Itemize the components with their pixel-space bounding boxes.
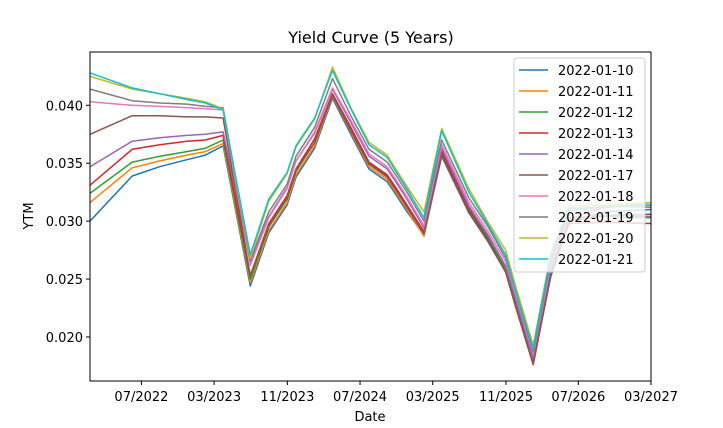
series-line-2022-01-17: [90, 94, 651, 365]
legend-label: 2022-01-12: [558, 106, 634, 121]
series-line-2022-01-20: [90, 66, 651, 346]
x-tick-label: 07/2024: [333, 390, 387, 405]
x-tick-label: 03/2025: [406, 390, 460, 405]
legend-label: 2022-01-13: [558, 127, 634, 142]
legend-label: 2022-01-18: [558, 190, 634, 205]
y-axis-title: YTM: [22, 202, 37, 230]
y-tick-label: 0.020: [46, 331, 83, 346]
legend-label: 2022-01-11: [558, 85, 634, 100]
y-tick-label: 0.025: [46, 273, 83, 288]
y-tick-label: 0.030: [46, 215, 83, 230]
legend-label: 2022-01-17: [558, 169, 634, 184]
legend-label: 2022-01-10: [558, 64, 634, 79]
x-tick-label: 03/2023: [187, 390, 241, 405]
x-tick-label: 11/2023: [260, 390, 314, 405]
x-axis-title: Date: [354, 410, 385, 425]
series-line-2022-01-14: [90, 88, 651, 360]
x-tick-label: 03/2027: [624, 390, 678, 405]
x-axis: 07/2022 03/2023 11/2023 07/2024 03/2025 11/20…: [114, 381, 678, 405]
legend-label: 2022-01-21: [558, 253, 634, 268]
y-tick-label: 0.035: [46, 157, 83, 172]
plot-area: [89, 51, 652, 382]
series-line-2022-01-21: [90, 69, 651, 350]
chart-title: Yield Curve (5 Years): [287, 28, 453, 47]
legend-label: 2022-01-19: [558, 211, 634, 226]
series-lines: [90, 66, 651, 366]
x-tick-label: 07/2026: [551, 390, 605, 405]
y-axis: 0.020 0.025 0.030 0.035 0.040: [46, 99, 90, 346]
plot-frame: [89, 51, 652, 382]
x-tick-label: 11/2025: [479, 390, 533, 405]
legend: 2022-01-10 2022-01-11 2022-01-12 2022-01-13…: [513, 57, 646, 273]
x-tick-label: 07/2022: [114, 390, 168, 405]
series-line-2022-01-18: [90, 87, 651, 356]
legend-label: 2022-01-20: [558, 232, 634, 247]
y-tick-label: 0.040: [46, 99, 83, 114]
legend-label: 2022-01-14: [558, 148, 634, 163]
